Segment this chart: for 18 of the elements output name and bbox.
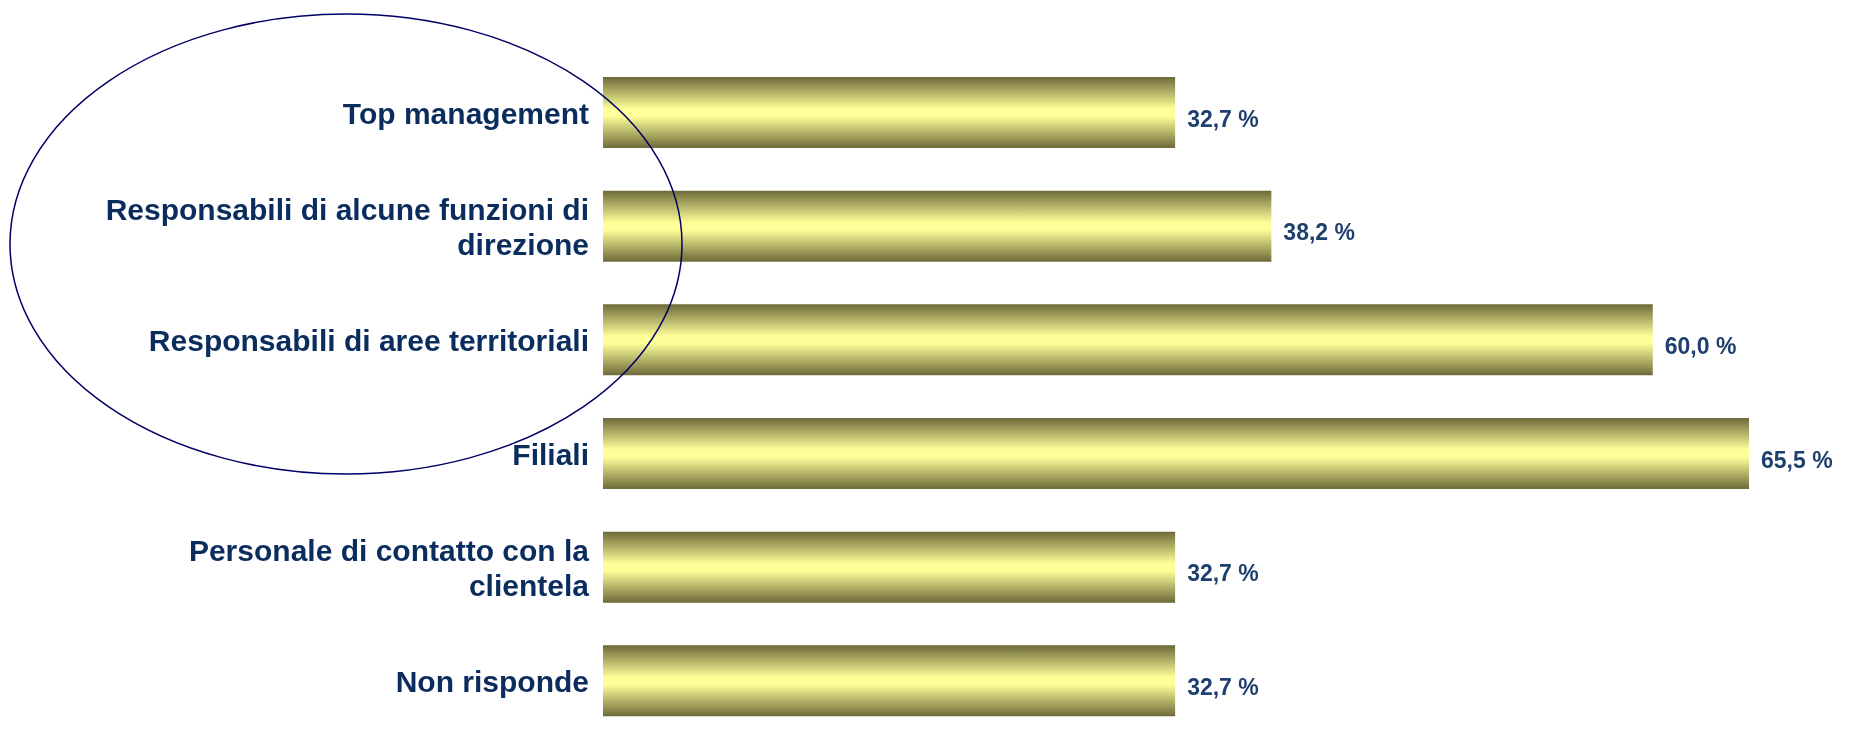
y-tick-label: Non risponde: [395, 664, 589, 698]
data-label: 32,7 %: [1187, 673, 1259, 700]
y-tick-label: Personale di contatto con la clientela: [188, 533, 590, 602]
bar: [603, 304, 1653, 376]
data-label: 38,2 %: [1283, 219, 1355, 246]
y-tick-label: Responsabili di alcune funzioni di direzione: [105, 192, 589, 261]
bar: [603, 190, 1272, 262]
y-tick-label: Top management: [342, 96, 590, 130]
bar: [603, 418, 1749, 489]
data-label: 60,0 %: [1664, 332, 1737, 359]
bar: [603, 77, 1176, 148]
data-label: 65,5 %: [1761, 446, 1833, 473]
bar: [603, 531, 1176, 603]
y-tick-label: Responsabili di aree territoriali: [148, 323, 589, 357]
y-tick-label: Filiali: [512, 437, 589, 471]
data-label: 32,7 %: [1187, 560, 1259, 587]
data-label: 32,7 %: [1187, 105, 1259, 132]
bar: [603, 645, 1176, 717]
